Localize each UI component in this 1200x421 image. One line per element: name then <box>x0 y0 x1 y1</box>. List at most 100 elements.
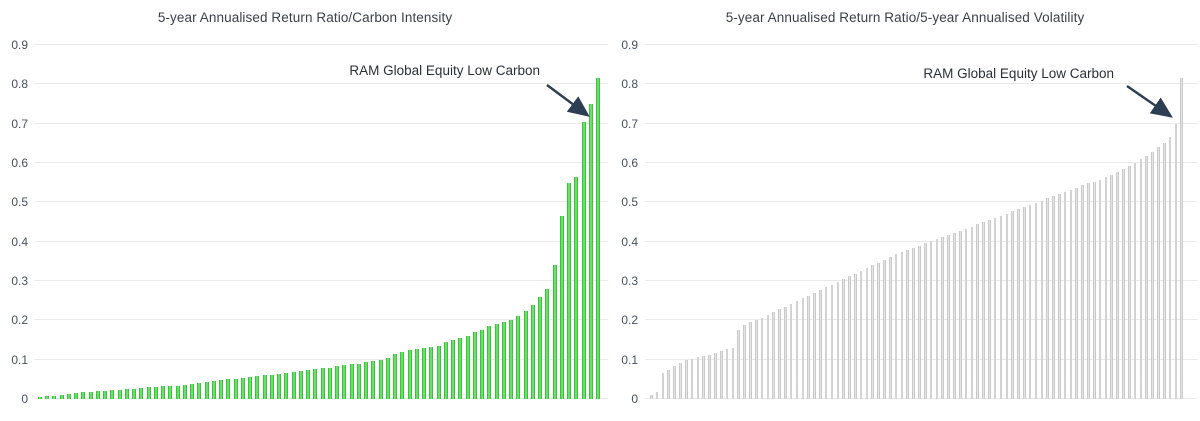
bar <box>772 312 775 399</box>
gridline <box>35 201 608 203</box>
bar <box>588 104 593 399</box>
bar <box>436 345 441 399</box>
bar <box>883 259 886 399</box>
bar <box>139 388 144 399</box>
bar <box>364 362 369 399</box>
y-tick-label: 0.9 <box>11 38 28 52</box>
bar <box>262 375 267 399</box>
bar <box>888 257 892 399</box>
bar <box>298 371 303 399</box>
plot-area-left <box>35 44 608 399</box>
bar <box>836 281 840 399</box>
bar <box>1145 155 1149 399</box>
gridline <box>35 319 608 321</box>
gridline <box>645 280 1197 281</box>
bar <box>52 395 57 399</box>
bar <box>947 234 950 399</box>
bar <box>349 364 354 399</box>
bar <box>1069 189 1073 399</box>
bar <box>204 382 209 399</box>
gridline <box>645 201 1197 203</box>
bar <box>1122 169 1125 399</box>
bar <box>859 270 863 399</box>
bar <box>559 216 564 399</box>
bar <box>255 376 260 399</box>
bar <box>941 236 945 399</box>
plot-area-right <box>645 44 1197 399</box>
bar <box>74 393 79 399</box>
bar <box>737 330 741 399</box>
y-tick-label: 0.3 <box>621 274 638 288</box>
bar <box>801 298 805 399</box>
gridline <box>645 44 1197 45</box>
bar <box>45 396 50 399</box>
bar <box>240 377 245 399</box>
bar <box>1011 211 1014 399</box>
bar <box>168 386 173 399</box>
y-tick-label: 0.4 <box>621 234 638 249</box>
bar <box>530 304 535 399</box>
bar <box>509 320 514 399</box>
gridline <box>645 122 1197 124</box>
bar <box>684 360 688 399</box>
y-tick-label: 0.1 <box>621 352 638 367</box>
bar <box>766 314 770 399</box>
bar <box>291 372 296 399</box>
gridline <box>645 398 1197 399</box>
bar <box>754 320 758 399</box>
bar <box>95 391 100 399</box>
bar <box>1005 213 1009 399</box>
bar <box>393 353 398 399</box>
y-tick-label: 0.8 <box>621 77 638 92</box>
bar <box>824 287 828 399</box>
bar <box>197 383 202 399</box>
bar <box>59 395 64 399</box>
gridline <box>645 83 1197 85</box>
bar <box>865 268 869 399</box>
y-tick-label: 0 <box>631 392 638 406</box>
gridline <box>645 358 1197 360</box>
bar <box>848 276 851 399</box>
bar <box>581 121 586 399</box>
bar <box>1174 123 1178 399</box>
bar <box>110 390 115 399</box>
bar <box>953 233 956 399</box>
y-axis-left: 0 0.1 0.2 0.3 0.4 0.5 0.6 0.7 0.8 0.9 <box>0 38 28 406</box>
gridline <box>35 83 608 85</box>
chart-panel-volatility: 5-year Annualised Return Ratio/5-year An… <box>610 0 1200 421</box>
bar <box>465 336 470 399</box>
bar <box>38 397 42 399</box>
bar <box>993 218 997 399</box>
bar <box>472 332 477 399</box>
bar <box>999 215 1003 399</box>
bar <box>661 373 665 399</box>
bar <box>182 384 187 399</box>
bar <box>655 391 659 399</box>
gridline <box>35 44 608 45</box>
bar <box>385 358 390 399</box>
bar <box>501 322 506 399</box>
bar <box>277 373 282 399</box>
annotation-label-right: RAM Global Equity Low Carbon <box>923 66 1114 81</box>
bar <box>233 378 238 399</box>
bar <box>690 358 694 399</box>
bar <box>1151 152 1154 399</box>
bar <box>719 351 723 399</box>
bar <box>342 365 347 399</box>
bar <box>1180 78 1183 399</box>
bar <box>667 369 671 399</box>
bar <box>103 390 108 399</box>
bar <box>877 262 880 399</box>
bar <box>1046 198 1049 399</box>
y-tick-label: 0.5 <box>11 195 28 210</box>
gridline <box>35 162 608 163</box>
bar <box>523 310 528 399</box>
bar <box>807 295 810 399</box>
y-tick-label: 0.5 <box>621 195 638 210</box>
bar <box>516 316 521 399</box>
bar <box>988 220 991 399</box>
bar <box>1104 177 1108 399</box>
bar <box>964 228 968 399</box>
bar <box>567 182 571 399</box>
bar <box>708 354 711 399</box>
